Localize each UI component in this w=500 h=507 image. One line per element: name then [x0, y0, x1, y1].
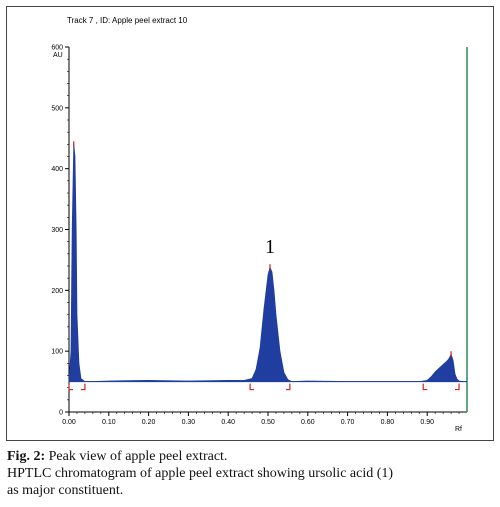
x-tick-label: 0.90 [420, 419, 434, 426]
caption-line-3: as major constituent. [7, 483, 124, 498]
x-tick-label: 0.10 [102, 419, 116, 426]
x-tick-label: 0.80 [381, 419, 395, 426]
caption-line-2: HPTLC chromatogram of apple peel extract… [7, 466, 394, 481]
chart-title: Track 7 , ID: Apple peel extract 10 [67, 16, 188, 25]
x-axis-label: Rf [455, 426, 462, 433]
figure-caption: Fig. 2: Peak view of apple peel extract.… [7, 448, 493, 499]
y-tick-label: 100 [51, 349, 63, 356]
chromatogram-chart: Track 7 , ID: Apple peel extract 10 AU R… [51, 16, 468, 433]
chromatogram-peak-area [68, 144, 467, 382]
y-tick-label: 600 [51, 45, 63, 52]
x-tick-label: 0.70 [341, 419, 355, 426]
y-tick-label: 200 [51, 288, 63, 295]
integration-bracket [422, 383, 428, 391]
y-tick-label: 400 [51, 166, 63, 173]
x-tick-label: 0.40 [221, 419, 235, 426]
peak-number-label: 1 [265, 236, 275, 258]
y-tick-label: 300 [51, 227, 63, 234]
x-tick-label: 0.50 [261, 419, 275, 426]
x-tick-label: 0.20 [142, 419, 156, 426]
x-tick-label: 0.60 [301, 419, 315, 426]
y-tick-label: 0 [59, 410, 63, 417]
plot-layer: 0 100 200 300 400 500 600 0.00 0.10 0.20 0.30 0.40 0… [51, 45, 468, 426]
caption-fig-title: Peak view of apple peel extract. [45, 449, 228, 464]
y-tick-label: 500 [51, 105, 63, 112]
x-tick-label: 0.00 [62, 419, 76, 426]
integration-bracket [68, 383, 73, 391]
integration-bracket [455, 383, 460, 391]
caption-line-1: Fig. 2: Peak view of apple peel extract. [7, 448, 493, 465]
integration-bracket [80, 383, 86, 391]
caption-fig-label: Fig. 2: [7, 449, 46, 464]
figure-frame: Track 7 , ID: Apple peel extract 10 AU R… [6, 6, 494, 441]
y-axis-label: AU [53, 52, 63, 59]
x-tick-label: 0.30 [182, 419, 196, 426]
integration-bracket [249, 383, 255, 391]
integration-bracket [285, 383, 291, 391]
